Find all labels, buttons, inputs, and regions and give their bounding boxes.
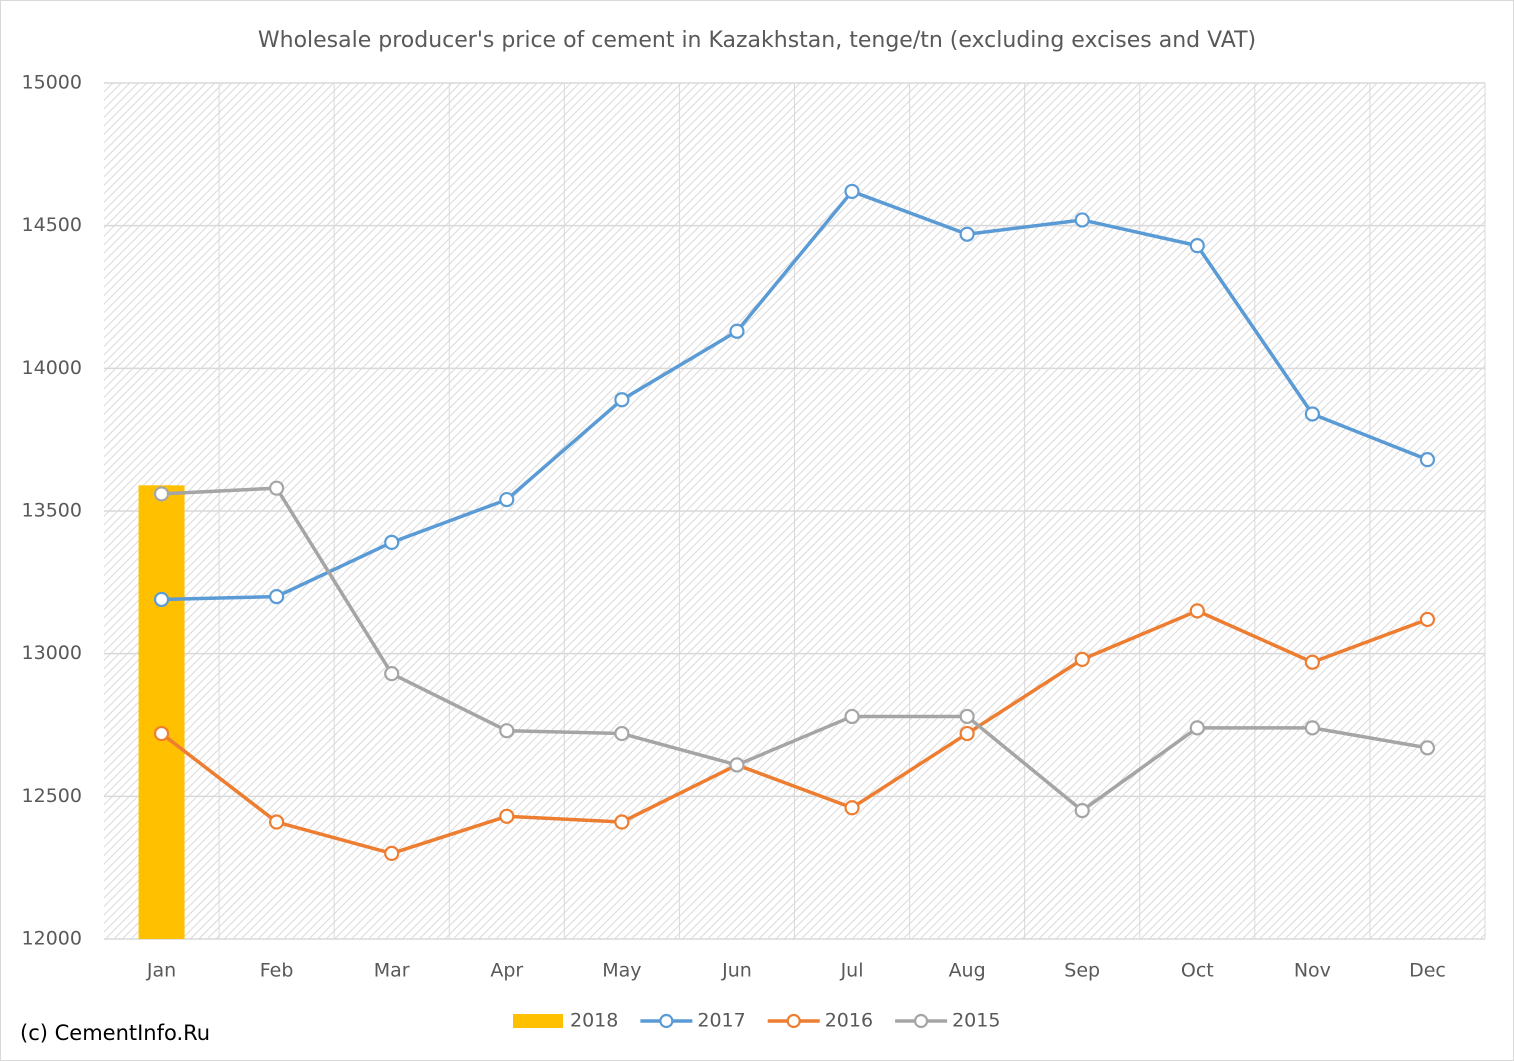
- marker: [844, 800, 860, 816]
- marker: [1419, 611, 1436, 628]
- y-tick-label: 14500: [22, 214, 82, 236]
- x-tick-label: Jul: [840, 960, 864, 982]
- marker: [729, 757, 745, 773]
- x-tick-label: May: [602, 960, 641, 982]
- x-tick-label: Aug: [949, 960, 986, 982]
- x-tick-label: Dec: [1409, 960, 1446, 982]
- marker: [1304, 720, 1320, 736]
- marker: [844, 183, 860, 200]
- marker: [1074, 651, 1090, 667]
- marker: [1189, 603, 1205, 619]
- marker: [153, 591, 170, 608]
- legend-label: 2017: [697, 1010, 745, 1032]
- marker: [384, 666, 400, 682]
- marker: [1419, 452, 1436, 468]
- marker: [1189, 238, 1205, 254]
- y-tick-label: 13000: [22, 642, 82, 664]
- marker: [1074, 802, 1090, 819]
- marker: [959, 725, 975, 742]
- marker: [959, 226, 975, 242]
- legend-swatch: [513, 1014, 563, 1028]
- marker: [384, 845, 400, 862]
- marker: [153, 725, 170, 742]
- y-tick-label: 14000: [22, 357, 82, 379]
- y-tick-label: 12500: [22, 785, 82, 807]
- marker: [153, 486, 170, 502]
- marker: [1304, 654, 1320, 670]
- marker: [384, 534, 400, 550]
- legend-label: 2015: [952, 1010, 1000, 1032]
- legend-marker: [786, 1013, 801, 1029]
- marker: [614, 392, 630, 408]
- marker: [959, 708, 975, 725]
- marker: [1304, 406, 1320, 422]
- marker: [729, 323, 745, 339]
- line: [160, 609, 1429, 856]
- legend-label: 2016: [825, 1010, 873, 1032]
- y-tick-label: 12000: [22, 928, 82, 950]
- marker: [1074, 212, 1090, 228]
- line: [161, 189, 1429, 602]
- marker: [614, 725, 630, 742]
- x-tick-label: Oct: [1181, 960, 1214, 982]
- marker: [269, 480, 285, 496]
- marker: [844, 708, 860, 725]
- x-tick-label: Nov: [1294, 960, 1331, 982]
- line: [161, 486, 1428, 813]
- legend-label: 2018: [570, 1010, 618, 1032]
- y-tick-label: 13500: [22, 500, 82, 522]
- y-tick-label: 15000: [22, 72, 82, 94]
- x-tick-label: Jun: [721, 960, 752, 982]
- legend-marker: [913, 1013, 929, 1029]
- bar: [138, 485, 185, 939]
- marker: [269, 814, 285, 830]
- marker: [614, 814, 630, 830]
- marker: [499, 491, 515, 508]
- chart-title: Wholesale producer's price of cement in …: [258, 28, 1256, 53]
- marker: [499, 808, 515, 824]
- marker: [499, 723, 515, 739]
- x-tick-label: Mar: [374, 960, 410, 982]
- legend-marker: [659, 1013, 674, 1029]
- marker: [1419, 740, 1436, 756]
- marker: [269, 588, 285, 605]
- x-tick-label: Sep: [1064, 960, 1100, 982]
- x-tick-label: Feb: [260, 960, 294, 982]
- marker: [1189, 720, 1205, 736]
- credit: (c) CementInfo.Ru: [20, 1021, 210, 1045]
- x-tick-label: Apr: [490, 960, 523, 982]
- x-tick-label: Jan: [146, 960, 176, 982]
